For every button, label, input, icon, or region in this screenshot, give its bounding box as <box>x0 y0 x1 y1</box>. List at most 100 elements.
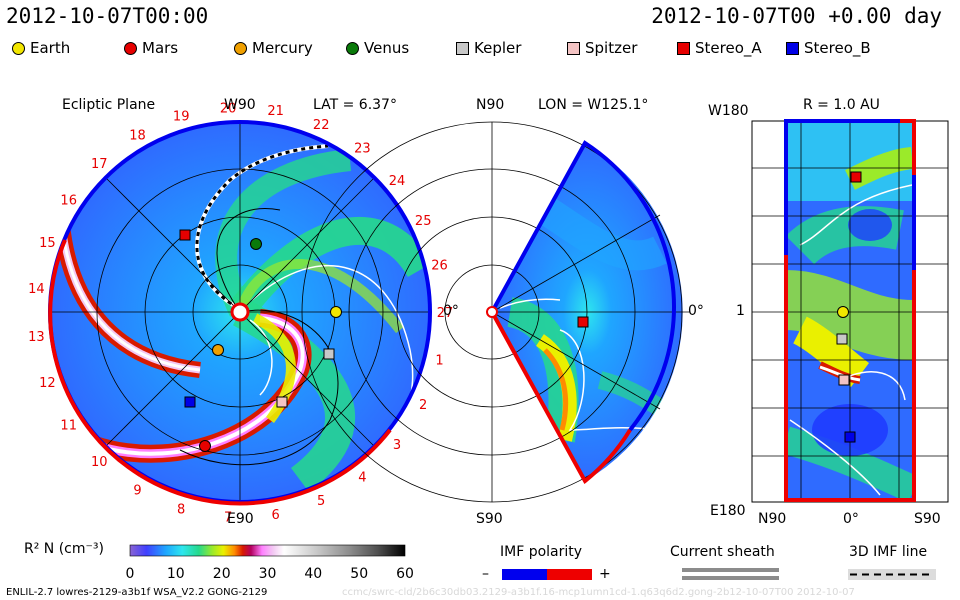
current-sheath-swatch-bottom <box>682 576 779 580</box>
radial-x-label-0: 0° <box>843 511 859 527</box>
meridional-title: LON = W125.1° <box>538 97 649 113</box>
stereo-a-square-icon <box>677 41 690 55</box>
carrington-label: 4 <box>358 470 366 485</box>
ecliptic-boundary-positive-south <box>138 428 392 506</box>
mercury-circle-icon <box>234 41 247 55</box>
stereo-b-marker-ecliptic <box>184 396 196 408</box>
colorbar-tick-label: 0 <box>126 566 135 582</box>
legend-label: Kepler <box>474 39 522 57</box>
imf-polarity-negative-swatch <box>502 569 547 580</box>
model-footer: ENLIL-2.7 lowres-2129-a3b1f WSA_V2.2 GON… <box>6 587 268 598</box>
legend-item-venus: Venus <box>346 39 409 57</box>
carrington-label: 16 <box>60 193 77 208</box>
legend-label: Venus <box>364 39 410 57</box>
legend-label: Spitzer <box>585 39 638 57</box>
colorbar-tick-label: 50 <box>350 566 368 582</box>
meridional-boundary-positive <box>490 311 632 485</box>
mars-circle-icon <box>124 41 137 55</box>
earth-circle-icon <box>12 41 25 55</box>
imf-line-label: 3D IMF line <box>849 544 928 560</box>
legend-item-mercury: Mercury <box>234 39 313 57</box>
datetime-left: 2012-10-07T00:00 <box>6 4 209 28</box>
carrington-label: 14 <box>28 282 45 297</box>
ecliptic-boundary-positive <box>48 239 142 477</box>
venus-marker-ecliptic <box>250 238 262 250</box>
meridional-plane-plot <box>301 121 690 503</box>
stereo-a-marker-ecliptic <box>179 229 191 241</box>
kepler-square-icon <box>456 41 469 55</box>
legend-label: Mars <box>142 39 179 57</box>
stereo-a-marker-meridional <box>577 316 589 328</box>
imf-polarity-minus: – <box>482 566 489 582</box>
legend-item-stereo-a: Stereo_A <box>677 39 762 57</box>
ecliptic-title: Ecliptic Plane <box>62 97 156 113</box>
carrington-label: 12 <box>39 376 56 391</box>
colorbar-label: R² N (cm⁻³) <box>24 541 104 557</box>
carrington-label: 15 <box>39 236 56 251</box>
carrington-label: 9 <box>133 484 141 499</box>
carrington-label: 17 <box>91 157 108 172</box>
carrington-label: 2 <box>419 398 427 413</box>
carrington-label: 19 <box>173 110 190 125</box>
stereo-a-marker-radial <box>850 171 862 183</box>
earth-marker-ecliptic <box>330 306 342 318</box>
stereo-b-marker-radial <box>844 431 856 443</box>
meridional-sun <box>486 306 498 318</box>
radial-bottom-label: E180 <box>710 503 746 519</box>
lat-label: LAT = 6.37° <box>313 97 397 113</box>
current-sheath-label: Current sheath <box>670 544 775 560</box>
colorbar-tick-label: 20 <box>213 566 231 582</box>
density-colorbar <box>129 544 406 557</box>
carrington-label: 24 <box>389 174 406 189</box>
radial-title: R = 1.0 AU <box>803 97 880 113</box>
radial-mid-label: 1 <box>736 303 745 319</box>
kepler-marker-ecliptic <box>323 348 335 360</box>
radial-grid <box>752 121 948 502</box>
meridional-bottom-label: S90 <box>476 511 503 527</box>
current-sheath-swatch-top <box>682 568 779 572</box>
meridional-grid <box>301 121 690 503</box>
carrington-label: 1 <box>435 353 443 368</box>
legend-item-earth: Earth <box>12 39 70 57</box>
imf-polarity-positive-swatch <box>547 569 592 580</box>
legend-item-stereo-b: Stereo_B <box>786 39 871 57</box>
imf-polarity-label: IMF polarity <box>500 544 583 560</box>
colorbar-tick-label: 30 <box>259 566 277 582</box>
carrington-label: 6 <box>271 508 279 523</box>
spitzer-marker-ecliptic <box>276 396 288 408</box>
carrington-label: 5 <box>317 494 325 509</box>
radial-x-label-s90: S90 <box>914 511 941 527</box>
legend-item-kepler: Kepler <box>456 39 521 57</box>
spitzer-marker-radial <box>838 374 850 386</box>
carrington-label: 23 <box>354 142 371 157</box>
spitzer-square-icon <box>567 41 580 55</box>
watermark-footer: ccmc/swrc-cld/2b6c30db03.2129-a3b1f.16-m… <box>342 587 855 598</box>
legend-item-mars: Mars <box>124 39 178 57</box>
carrington-label: 26 <box>431 259 448 274</box>
legend-label: Stereo_B <box>804 39 871 57</box>
legend-label: Stereo_A <box>695 39 762 57</box>
carrington-label: 25 <box>415 214 432 229</box>
carrington-label: 10 <box>91 455 108 470</box>
venus-circle-icon <box>346 41 359 55</box>
radial-boundary-positive <box>784 119 916 502</box>
legend-label: Mercury <box>252 39 313 57</box>
datetime-right: 2012-10-07T00 +0.00 day <box>651 4 942 28</box>
meridional-right-label: 0° <box>688 303 704 319</box>
colorbar-tick-label: 40 <box>304 566 322 582</box>
carrington-label: 22 <box>313 118 330 133</box>
carrington-label: 11 <box>60 419 77 434</box>
colorbar-tick-label: 60 <box>396 566 414 582</box>
carrington-label: 20 <box>220 101 237 116</box>
ecliptic-right-label: 0° <box>443 303 459 319</box>
mercury-marker-ecliptic <box>212 344 224 356</box>
colorbar-ticks: 0 10 20 30 40 50 60 <box>126 566 414 582</box>
body-markers <box>179 171 862 452</box>
kepler-marker-radial <box>836 333 848 345</box>
meridional-boundary <box>490 140 676 432</box>
sun-marker <box>230 302 250 322</box>
carrington-label: 21 <box>267 104 284 119</box>
